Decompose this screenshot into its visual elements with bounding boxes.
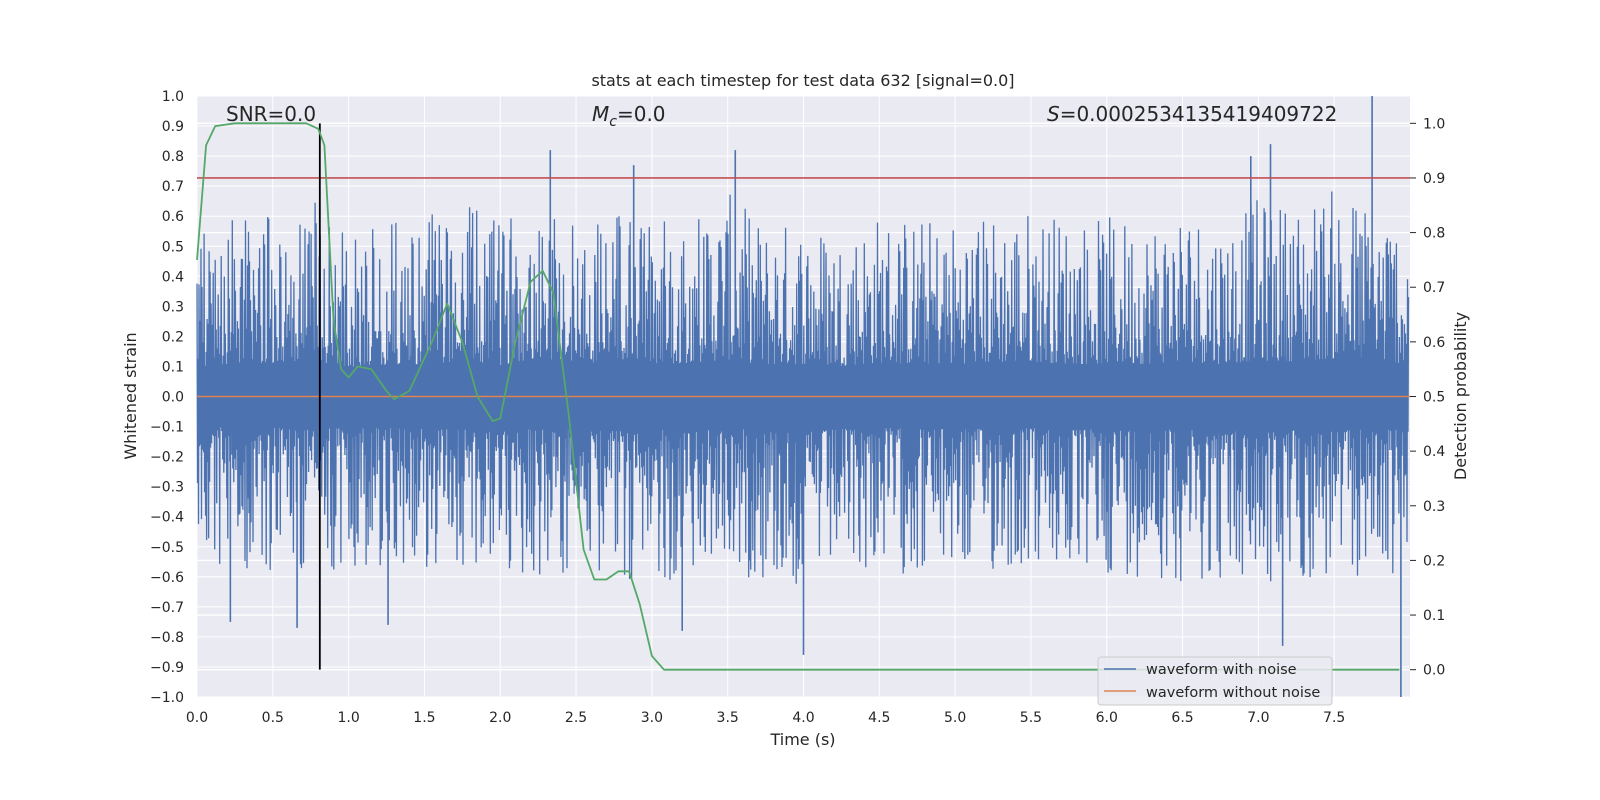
right-y-tick-label: 0.7: [1423, 280, 1445, 296]
left-y-tick-label: −0.2: [150, 450, 184, 466]
left-y-tick-label: −0.1: [150, 420, 184, 436]
right-y-ticks: 1.0 0.9 0.8 0.7 0.6 0.5 0.4 0.3 0.2 0.1 0.0: [1410, 116, 1445, 679]
left-y-tick-label: −0.8: [150, 630, 184, 646]
left-y-tick-label: 0.3: [162, 299, 184, 315]
x-tick-label: 5.0: [944, 710, 966, 726]
left-y-tick-label: −0.7: [150, 600, 184, 616]
mc-subscript: c: [609, 114, 617, 130]
x-tick-label: 2.5: [565, 710, 587, 726]
legend-box: [1097, 656, 1333, 706]
left-y-tick-label: 1.0: [162, 89, 184, 105]
left-y-tick-label: 0.8: [162, 149, 184, 165]
x-tick-label: 4.0: [792, 710, 814, 726]
x-tick-label: 3.5: [717, 710, 739, 726]
right-y-tick-label: 0.0: [1423, 663, 1445, 679]
x-tick-label: 6.0: [1096, 710, 1118, 726]
legend-label-noise: waveform with noise: [1146, 662, 1297, 678]
left-y-tick-label: 0.9: [162, 119, 184, 135]
right-y-tick-label: 0.6: [1423, 335, 1445, 351]
left-y-axis-label: Whitened strain: [121, 332, 140, 459]
right-y-tick-label: 0.8: [1423, 226, 1445, 242]
x-tick-label: 3.0: [641, 710, 663, 726]
x-tick-label: 7.5: [1323, 710, 1345, 726]
x-tick-label: 0.5: [262, 710, 284, 726]
chart-title: stats at each timestep for test data 632…: [591, 71, 1014, 90]
x-tick-label: 2.0: [489, 710, 511, 726]
s-value: =0.0002534135419409722: [1060, 102, 1338, 126]
right-y-tick-label: 0.9: [1423, 171, 1445, 187]
mc-annotation: Mc=0.0: [592, 102, 666, 130]
x-tick-label: 6.5: [1171, 710, 1193, 726]
right-y-tick-label: 0.5: [1423, 390, 1445, 406]
right-y-tick-label: 0.4: [1423, 444, 1445, 460]
s-symbol: S: [1047, 102, 1060, 126]
x-tick-label: 1.5: [413, 710, 435, 726]
right-y-tick-label: 0.1: [1423, 608, 1445, 624]
left-y-tick-label: 0.2: [162, 329, 184, 345]
left-y-tick-label: 0.7: [162, 179, 184, 195]
left-y-tick-label: −0.5: [150, 540, 184, 556]
x-tick-label: 7.0: [1247, 710, 1269, 726]
left-y-ticks: 1.0 0.9 0.8 0.7 0.6 0.5 0.4 0.3 0.2 0.1 0.0 −0.1 −0.…: [150, 89, 184, 706]
right-y-tick-label: 1.0: [1423, 116, 1445, 132]
series-detection-probability: [196, 122, 1400, 671]
probability-line: [196, 122, 1400, 671]
noise-waveform-line: [196, 191, 1410, 584]
right-y-axis-label: Detection probability: [1451, 312, 1470, 480]
left-y-tick-label: 0.5: [162, 239, 184, 255]
left-y-tick-label: 0.4: [162, 269, 184, 285]
right-y-tick-label: 0.3: [1423, 499, 1445, 515]
snr-annotation: SNR=0.0: [226, 102, 316, 126]
left-y-tick-label: −0.4: [150, 510, 184, 526]
mc-symbol: M: [592, 102, 609, 126]
mc-value: =0.0: [617, 102, 666, 126]
x-axis-label: Time (s): [769, 730, 835, 749]
overlays: [197, 123, 1410, 670]
x-tick-label: 0.0: [186, 710, 208, 726]
x-tick-label: 5.5: [1020, 710, 1042, 726]
left-y-tick-label: −0.9: [150, 660, 184, 676]
right-y-tick-label: 0.2: [1423, 553, 1445, 569]
left-y-tick-label: 0.1: [162, 359, 184, 375]
x-ticks: 0.0 0.5 1.0 1.5 2.0 2.5 3.0 3.5 4.0 4.5 5.0 5.5 6.0 6…: [186, 710, 1345, 726]
x-tick-label: 4.5: [868, 710, 890, 726]
series-waveform-with-noise: [196, 96, 1410, 697]
left-y-tick-label: 0.0: [162, 390, 184, 406]
left-y-tick-label: −0.3: [150, 480, 184, 496]
x-tick-label: 1.0: [337, 710, 359, 726]
legend: waveform with noise waveform without noi…: [1097, 656, 1333, 706]
legend-label-clean: waveform without noise: [1146, 685, 1320, 701]
left-y-tick-label: −1.0: [150, 690, 184, 706]
s-annotation: S=0.0002534135419409722: [1047, 102, 1337, 126]
left-y-tick-label: 0.6: [162, 209, 184, 225]
left-y-tick-label: −0.6: [150, 570, 184, 586]
